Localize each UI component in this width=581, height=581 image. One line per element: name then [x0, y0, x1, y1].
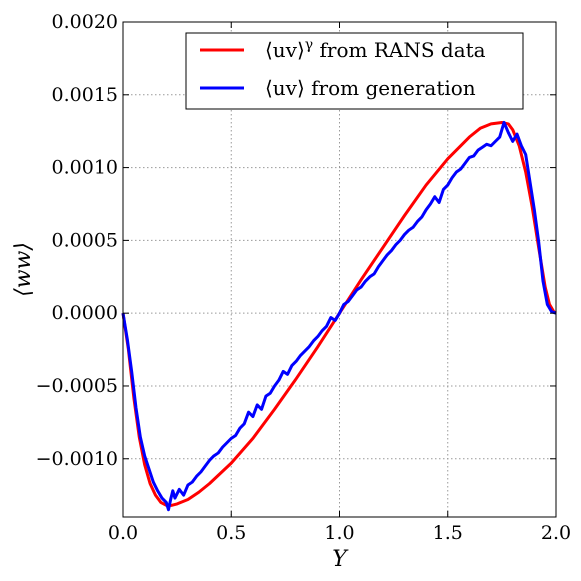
y-tick-label: 0.0010	[52, 157, 118, 179]
ticks	[122, 21, 557, 517]
series-layer	[121, 120, 557, 512]
y-tick-label: 0.0015	[52, 84, 118, 106]
x-tick-label: 1.5	[433, 522, 463, 544]
y-tick-label: −0.0010	[36, 448, 118, 470]
legend-label-generation: ⟨uv⟩ from generation	[265, 76, 476, 100]
x-tick-label: 0.5	[216, 522, 246, 544]
y-axis-label: ⟨ww⟩	[11, 242, 36, 297]
y-tick-label: 0.0020	[52, 11, 118, 33]
series-line-generation	[121, 120, 557, 512]
x-axis-label: Y	[332, 547, 349, 572]
x-tick-label: 0.0	[108, 522, 138, 544]
legend: ⟨uv⟩γ from RANS data ⟨uv⟩ from generatio…	[185, 32, 524, 110]
legend-label-rans-main: ⟨uv⟩	[265, 38, 305, 62]
legend-box	[185, 32, 524, 110]
y-tick-labels: −0.0010 −0.0005 0.0000 0.0005 0.0010 0.0015 0.…	[36, 11, 118, 470]
legend-label-rans: ⟨uv⟩γ from RANS data	[265, 37, 486, 62]
y-tick-label: 0.0005	[52, 229, 118, 251]
x-tick-label: 2.0	[541, 522, 571, 544]
legend-label-generation-rest: from generation	[305, 76, 476, 100]
legend-label-rans-sup: γ	[305, 37, 313, 53]
legend-label-generation-main: ⟨uv⟩	[265, 76, 305, 100]
y-tick-label: 0.0000	[52, 302, 118, 324]
y-tick-label: −0.0005	[36, 375, 118, 397]
x-tick-labels: 0.0 0.5 1.0 1.5 2.0	[108, 522, 571, 544]
x-tick-label: 1.0	[324, 522, 354, 544]
legend-label-rans-rest: from RANS data	[313, 38, 486, 62]
